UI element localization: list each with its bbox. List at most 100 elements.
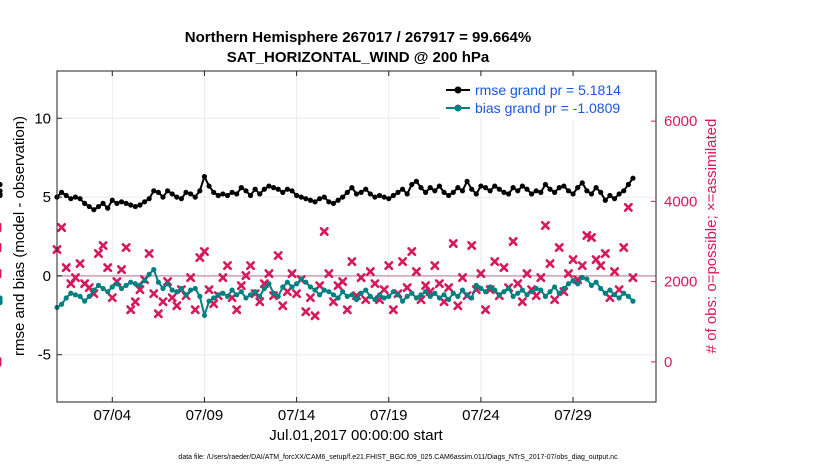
rmse-point	[229, 189, 235, 195]
bias-point	[367, 293, 373, 299]
legend-bias-swatch-marker	[454, 104, 462, 112]
bias-point	[123, 282, 129, 288]
x-tick-label: 07/19	[370, 407, 408, 424]
obs-marker-stroke	[287, 269, 297, 279]
obs-marker-stroke	[596, 261, 606, 271]
rmse-point	[118, 199, 125, 205]
rmse-point	[77, 196, 83, 202]
bias-point	[247, 292, 254, 298]
chart-title-line-1: Northern Hemisphere 267017 / 267917 = 99…	[185, 29, 531, 46]
rmse-point	[123, 200, 129, 206]
bias-point	[607, 287, 613, 293]
bias-point	[151, 267, 157, 273]
obs-marker-stroke	[388, 305, 398, 315]
obs-marker	[158, 297, 168, 307]
bias-point	[326, 289, 332, 295]
bias-point	[625, 293, 631, 299]
obs-marker	[273, 251, 283, 261]
bias-point	[188, 287, 194, 293]
rmse-point	[386, 196, 392, 202]
rmse-point	[238, 185, 244, 191]
obs-marker-stroke	[430, 261, 440, 271]
bias-point	[174, 289, 180, 295]
rmse-point	[372, 194, 378, 200]
rmse-point	[482, 185, 489, 191]
rmse-point	[515, 188, 521, 194]
obs-marker-stroke	[550, 295, 560, 305]
obs-marker	[241, 271, 251, 281]
rmse-point	[473, 191, 479, 197]
bias-point	[197, 293, 203, 299]
obs-marker-stroke	[264, 269, 274, 279]
obs-marker-stroke	[379, 285, 389, 295]
bias-point	[598, 285, 604, 292]
bias-point	[317, 292, 323, 298]
obs-marker-stroke	[98, 241, 108, 251]
obs-marker	[117, 265, 127, 275]
bias-point	[404, 293, 410, 299]
bias-point	[192, 285, 198, 292]
obs-marker	[70, 273, 80, 283]
obs-marker	[444, 283, 454, 293]
obs-marker	[93, 249, 103, 259]
plot-frame	[56, 70, 657, 403]
obs-marker-stroke	[610, 267, 620, 277]
bias-point	[621, 290, 627, 296]
rmse-point	[128, 202, 134, 208]
obs-marker-stroke	[563, 269, 573, 279]
obs-marker-stroke	[444, 283, 454, 293]
obs-marker	[338, 277, 348, 287]
obs-marker	[135, 285, 145, 295]
bias-point	[450, 290, 456, 296]
rmse-point	[0, 192, 3, 199]
bias-point	[524, 292, 530, 298]
rmse-point	[72, 194, 79, 200]
obs-marker-stroke	[135, 285, 145, 295]
bias-point	[413, 295, 419, 301]
obs-marker	[310, 311, 320, 321]
obs-marker	[199, 247, 209, 257]
obs-marker-stroke	[222, 261, 232, 271]
obs-marker-stroke	[356, 273, 366, 283]
obs-marker	[623, 202, 633, 212]
obs-marker	[517, 297, 527, 307]
rmse-point	[201, 174, 208, 180]
bias-point	[261, 285, 267, 292]
rmse-point	[547, 186, 553, 192]
obs-marker-stroke	[315, 281, 325, 291]
bias-point	[395, 292, 401, 298]
bias-point	[294, 281, 300, 287]
obs-marker-stroke	[158, 297, 168, 307]
bias-point	[441, 292, 447, 298]
bias-point	[91, 287, 97, 293]
obs-marker	[328, 297, 338, 307]
bias-point	[353, 296, 360, 303]
rmse-point	[321, 194, 327, 200]
rmse-point	[188, 191, 194, 197]
bias-point	[616, 295, 622, 301]
y-right-tick-label: 6000	[664, 113, 697, 130]
bias-series	[0, 267, 636, 319]
rmse-point	[303, 196, 309, 202]
bias-point	[183, 292, 189, 298]
bias-point	[542, 293, 549, 299]
obs-marker	[342, 305, 352, 315]
rmse-point	[330, 200, 337, 206]
bias-point	[137, 282, 143, 288]
obs-marker	[619, 243, 629, 253]
obs-marker	[536, 273, 546, 283]
rmse-point	[611, 196, 618, 202]
y-right-tick-label: 0	[664, 354, 672, 371]
obs-marker	[600, 249, 610, 259]
obs-marker-stroke	[568, 255, 578, 265]
rmse-point	[178, 196, 185, 202]
rmse-point	[335, 197, 341, 203]
rmse-point	[552, 189, 558, 195]
obs-marker-stroke	[614, 285, 624, 295]
obs-marker	[361, 295, 371, 305]
rmse-point	[109, 197, 115, 203]
bias-point	[229, 287, 235, 293]
obs-marker-stroke	[273, 251, 283, 261]
rmse-point	[266, 183, 272, 189]
obs-marker-stroke	[619, 243, 629, 253]
